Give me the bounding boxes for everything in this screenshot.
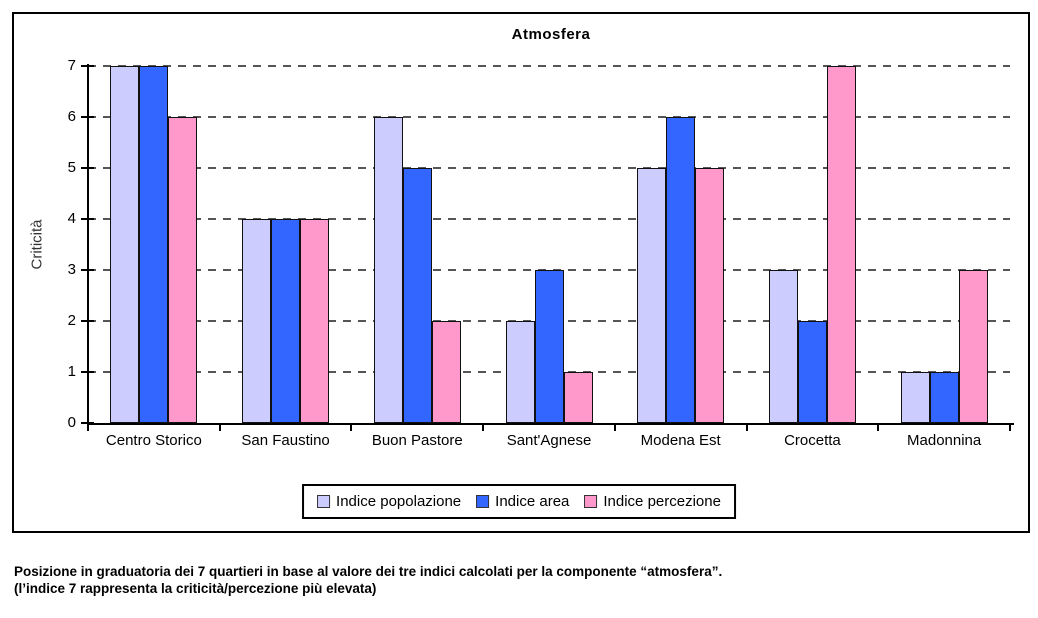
y-tick-7 — [81, 65, 94, 67]
bar-indice-percezione-buon-pastore — [431, 321, 461, 423]
bar-indice-area-buon-pastore — [402, 168, 432, 423]
legend-swatch-indice-percezione — [584, 495, 598, 508]
bar-indice-area-san-faustino — [271, 219, 301, 423]
y-axis-title-text: Criticità — [28, 219, 46, 270]
y-tick-label-7: 7 — [67, 57, 76, 74]
gridline-y-5 — [88, 167, 1010, 169]
legend-swatch-indice-area — [476, 495, 490, 508]
chart-title: Atmosfera — [511, 26, 591, 43]
y-axis-line — [87, 64, 89, 425]
x-category-label-san-faustino: San Faustino — [241, 432, 330, 449]
x-axis-line — [87, 423, 1014, 425]
bar-indice-popolazione-sant-agnese — [505, 321, 535, 423]
y-tick-label-1: 1 — [67, 363, 76, 380]
bar-indice-area-crocetta — [797, 321, 827, 423]
x-category-label-buon-pastore: Buon Pastore — [371, 432, 463, 449]
x-tick-7 — [1009, 423, 1011, 431]
y-tick-label-0: 0 — [67, 414, 76, 431]
legend-item-indice-percezione: Indice percezione — [584, 493, 721, 510]
x-tick-2 — [350, 423, 353, 431]
legend-label: Indice area — [495, 493, 570, 510]
x-tick-1 — [218, 423, 221, 431]
caption-line-1: Posizione in graduatoria dei 7 quartieri… — [14, 564, 723, 579]
bar-indice-percezione-modena-est — [695, 168, 725, 423]
x-tick-5 — [745, 423, 748, 431]
y-tick-6 — [81, 116, 94, 118]
x-tick-3 — [482, 423, 485, 431]
y-tick-label-4: 4 — [67, 210, 76, 227]
plot-area — [88, 65, 1010, 423]
y-tick-label-6: 6 — [67, 108, 76, 125]
bar-indice-area-modena-est — [666, 117, 696, 423]
legend-label: Indice percezione — [603, 493, 721, 510]
x-tick-0 — [87, 423, 89, 431]
gridline-y-7 — [88, 65, 1010, 67]
x-category-label-sant-agnese: Sant'Agnese — [506, 432, 592, 449]
gridline-y-4 — [88, 218, 1010, 220]
x-category-label-crocetta: Crocetta — [784, 432, 841, 449]
legend-label: Indice popolazione — [336, 493, 462, 510]
x-tick-6 — [877, 423, 880, 431]
bar-indice-popolazione-madonnina — [900, 372, 930, 423]
bar-indice-percezione-centro-storico — [168, 117, 198, 423]
bar-indice-area-sant-agnese — [534, 270, 564, 423]
bar-indice-area-centro-storico — [139, 66, 169, 423]
y-tick-4 — [81, 218, 94, 220]
bar-indice-percezione-madonnina — [958, 270, 988, 423]
legend-item-indice-area: Indice area — [476, 493, 569, 510]
x-category-label-modena-est: Modena Est — [640, 432, 721, 449]
y-tick-5 — [81, 167, 94, 169]
x-category-label-madonnina: Madonnina — [907, 432, 982, 449]
x-tick-4 — [613, 423, 616, 431]
y-tick-label-2: 2 — [67, 312, 76, 329]
y-tick-label-5: 5 — [67, 159, 76, 176]
bar-indice-popolazione-crocetta — [768, 270, 798, 423]
legend-item-indice-popolazione: Indice popolazione — [317, 493, 461, 510]
gridline-y-6 — [88, 116, 1010, 118]
bar-indice-percezione-san-faustino — [300, 219, 330, 423]
caption-line-2: (l’indice 7 rappresenta la criticità/per… — [14, 581, 377, 596]
bar-indice-popolazione-san-faustino — [242, 219, 272, 423]
y-tick-2 — [81, 320, 94, 322]
bar-indice-popolazione-modena-est — [637, 168, 667, 423]
y-tick-label-3: 3 — [67, 261, 76, 278]
caption: Posizione in graduatoria dei 7 quartieri… — [14, 563, 1026, 597]
y-tick-1 — [81, 371, 94, 373]
bar-indice-percezione-sant-agnese — [563, 372, 593, 423]
bar-indice-area-madonnina — [929, 372, 959, 423]
legend: Indice popolazione Indice area Indice perc… — [302, 484, 736, 519]
legend-swatch-indice-popolazione — [317, 495, 331, 508]
x-category-label-centro-storico: Centro Storico — [105, 432, 202, 449]
y-tick-3 — [81, 269, 94, 271]
bar-indice-popolazione-centro-storico — [110, 66, 140, 423]
bar-indice-popolazione-buon-pastore — [373, 117, 403, 423]
bar-indice-percezione-crocetta — [826, 66, 856, 423]
